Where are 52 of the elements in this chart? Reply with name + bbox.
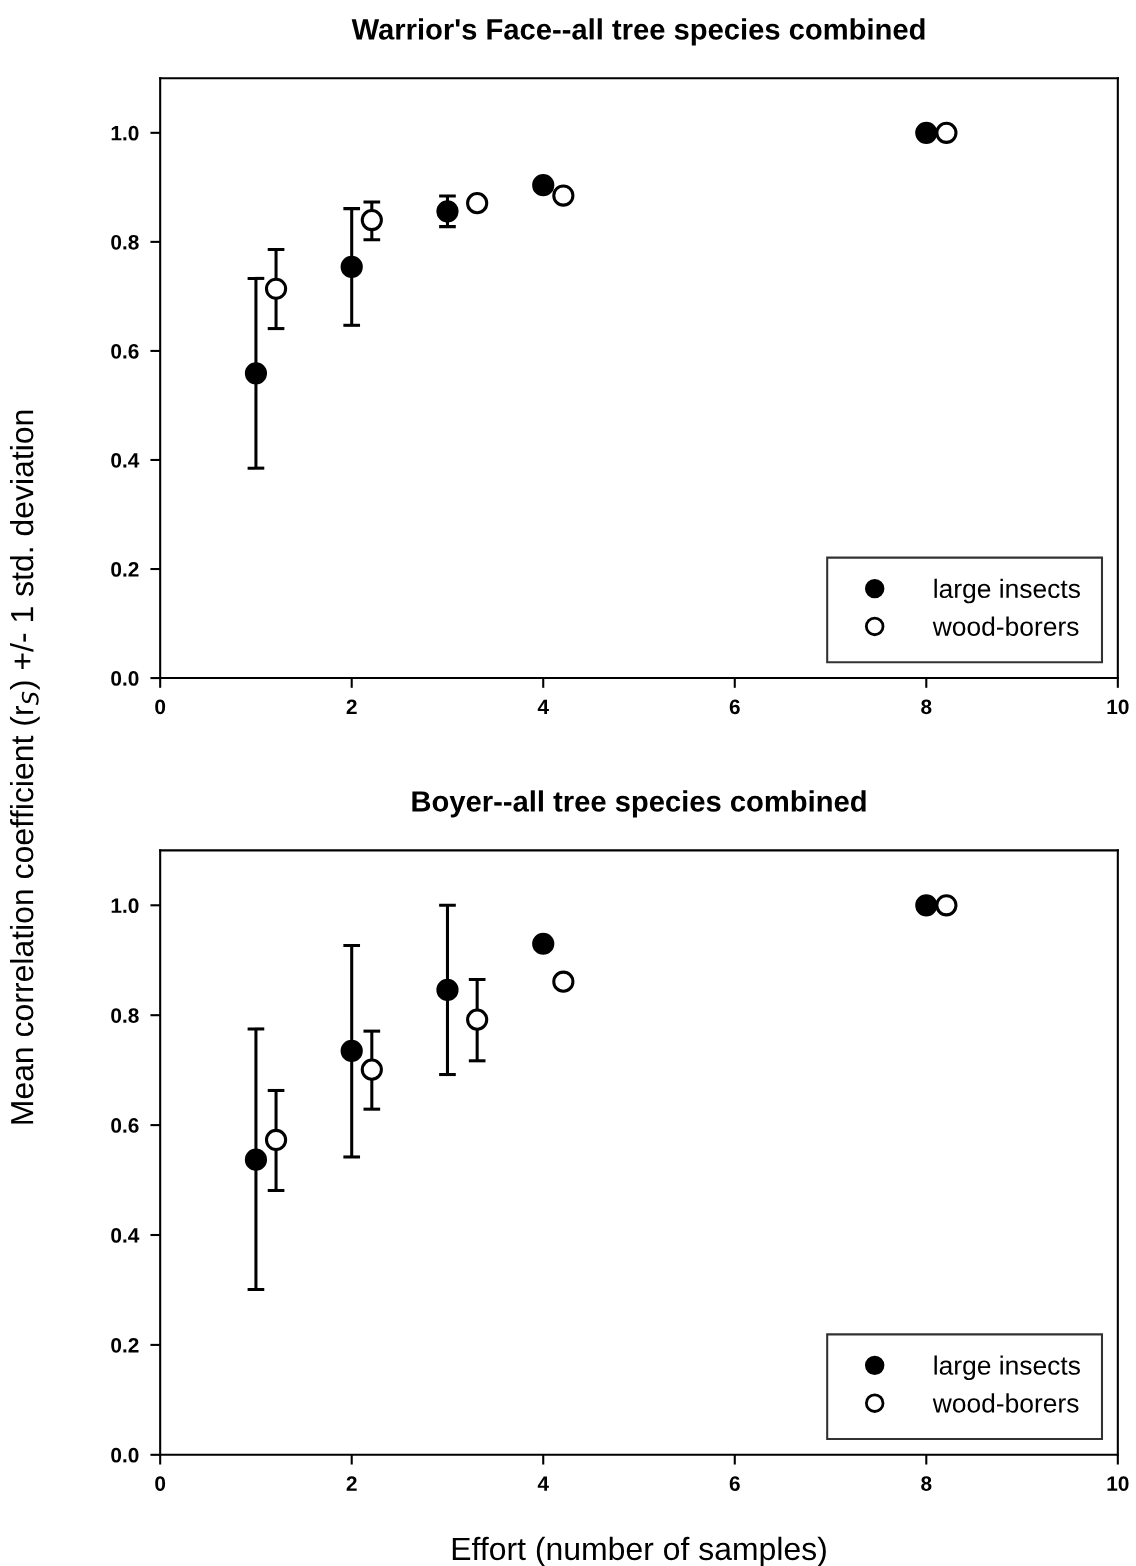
point xyxy=(244,362,268,385)
point xyxy=(264,1128,288,1152)
point xyxy=(915,121,938,144)
point xyxy=(532,932,555,955)
point xyxy=(340,1039,363,1063)
x-tick-label: 0 xyxy=(155,699,166,715)
point xyxy=(935,121,958,144)
point xyxy=(466,192,489,215)
point xyxy=(552,970,575,993)
point xyxy=(532,174,555,197)
x-tick-label: 10 xyxy=(1107,699,1129,715)
point xyxy=(360,1058,383,1081)
y-tick-label: 0.8 xyxy=(111,1008,139,1023)
x-tick-label: 6 xyxy=(729,699,740,715)
chart-title: Warrior's Face--all tree species combined xyxy=(351,18,925,46)
x-tick-label: 2 xyxy=(346,1476,357,1491)
point xyxy=(935,894,958,917)
y-tick-label: 0.4 xyxy=(111,1228,140,1243)
y-tick-label: 0.6 xyxy=(111,1118,139,1133)
x-tick-label: 0 xyxy=(155,1476,166,1491)
x-tick-label: 4 xyxy=(537,699,549,715)
point xyxy=(915,894,938,917)
y-tick-label: 0.6 xyxy=(111,343,139,359)
chart-title: Boyer--all tree species combined xyxy=(412,790,866,818)
legend-label: large insects xyxy=(934,578,1080,604)
y-tick-label: 0.0 xyxy=(111,671,139,686)
x-tick-label: 8 xyxy=(921,699,932,715)
point xyxy=(436,978,459,1002)
legend-label: large insects xyxy=(934,1355,1080,1381)
point xyxy=(436,200,459,223)
y-tick-label: 0.0 xyxy=(111,1447,139,1463)
y-axis-title: Mean correlation coefficient (r$_{S}$) +/- 1 std. deviation xyxy=(9,410,40,1124)
legend-label: wood-borers xyxy=(932,1393,1079,1413)
x-tick-label: 4 xyxy=(537,1476,549,1491)
y-tick-label: 1.0 xyxy=(111,125,139,141)
x-tick-label: 6 xyxy=(729,1476,740,1491)
x-tick-label: 10 xyxy=(1107,1476,1129,1491)
y-tick-label: 0.2 xyxy=(111,1337,139,1353)
point xyxy=(466,1008,489,1031)
x-tick-label: 2 xyxy=(346,699,357,715)
y-tick-label: 0.8 xyxy=(111,234,139,250)
point xyxy=(340,255,363,279)
x-axis-title: Effort (number of samples) xyxy=(452,1536,826,1566)
y-tick-label: 0.4 xyxy=(111,452,140,468)
point xyxy=(360,208,383,232)
point xyxy=(264,277,288,300)
y-tick-label: 0.2 xyxy=(111,562,139,577)
y-tick-label: 1.0 xyxy=(111,898,139,914)
legend-label: wood-borers xyxy=(932,616,1079,636)
point xyxy=(552,184,575,207)
x-tick-label: 8 xyxy=(921,1476,932,1491)
point xyxy=(244,1148,268,1171)
